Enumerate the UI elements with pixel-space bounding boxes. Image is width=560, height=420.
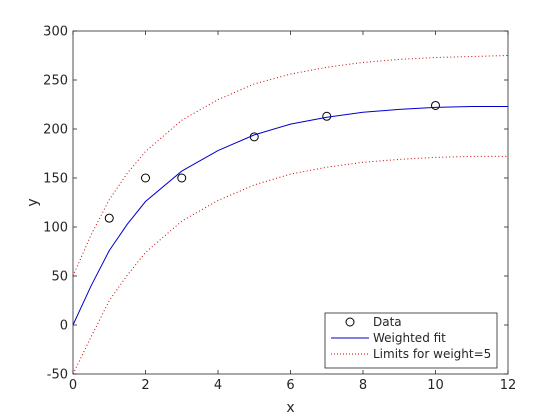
data-point — [431, 100, 440, 110]
y-tick-label: 250 — [43, 74, 68, 89]
legend-limits-label: Limits for weight=5 — [373, 347, 491, 361]
y-tick-label: 300 — [43, 25, 68, 40]
y-tick-label: -50 — [47, 368, 68, 383]
x-tick-label: 2 — [141, 378, 149, 393]
x-tick-label: 4 — [214, 378, 222, 393]
legend: Data Weighted fit Limits for weight=5 — [324, 312, 498, 369]
y-axis-label: y — [25, 198, 41, 206]
y-tick-label: 150 — [43, 172, 68, 187]
x-tick-label: 8 — [359, 378, 367, 393]
series-line-2 — [72, 55, 509, 277]
y-tick-label: 0 — [60, 319, 68, 334]
series-line-1 — [72, 106, 508, 326]
legend-data-marker — [345, 317, 355, 327]
legend-data-label: Data — [373, 315, 402, 329]
y-tick-label: 200 — [43, 123, 68, 138]
x-tick-label: 12 — [500, 378, 517, 393]
y-tick-label: 100 — [43, 221, 68, 236]
x-axis-label: x — [286, 400, 294, 416]
legend-fit-label: Weighted fit — [373, 331, 446, 345]
series-layer — [72, 55, 509, 375]
x-tick-label: 0 — [69, 378, 77, 393]
data-point — [141, 173, 150, 183]
x-tick-label: 6 — [286, 378, 294, 393]
y-tick-label: 50 — [51, 270, 68, 285]
data-point — [104, 213, 114, 223]
data-point — [177, 173, 187, 183]
x-tick-label: 10 — [427, 378, 444, 393]
